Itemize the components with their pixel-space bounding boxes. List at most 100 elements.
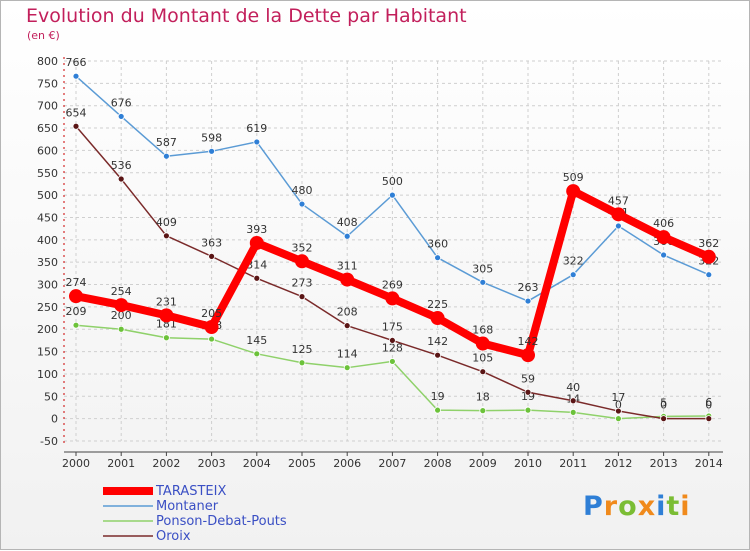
data-point [162, 334, 170, 342]
y-tick-label: 100 [37, 368, 58, 381]
data-label: 145 [246, 334, 267, 347]
data-label: 766 [66, 56, 87, 69]
data-point [701, 249, 716, 264]
y-tick-label: 700 [37, 100, 58, 113]
chart-unit-label: (en €) [27, 29, 60, 42]
data-point [611, 207, 626, 222]
data-point [660, 415, 667, 423]
data-point [569, 397, 577, 405]
data-label: 18 [476, 391, 490, 404]
data-label: 314 [246, 258, 267, 271]
data-label: 59 [521, 372, 535, 385]
data-label: 0 [615, 399, 622, 412]
data-label: 269 [382, 278, 403, 291]
data-point [569, 271, 577, 279]
data-point [479, 368, 487, 376]
data-point [656, 230, 671, 245]
y-tick-label: 800 [37, 55, 58, 68]
data-label: 200 [111, 309, 132, 322]
x-tick-label: 2005 [288, 457, 316, 470]
data-point [385, 291, 400, 306]
data-point [208, 147, 216, 155]
data-point [705, 415, 713, 423]
data-point [298, 293, 306, 301]
data-label: 598 [201, 131, 222, 144]
data-point [434, 351, 442, 359]
data-point [72, 321, 80, 329]
data-label: 254 [111, 285, 132, 298]
data-point [208, 335, 216, 343]
y-tick-label: 450 [37, 211, 58, 224]
data-label: 587 [156, 136, 177, 149]
data-point [343, 322, 351, 330]
data-label: 5 [660, 396, 667, 409]
data-point [340, 272, 355, 287]
chart-title: Evolution du Montant de la Dette par Hab… [26, 5, 467, 27]
x-tick-label: 2012 [604, 457, 632, 470]
data-label: 142 [427, 335, 448, 348]
data-label: 619 [246, 122, 267, 135]
data-label: 408 [337, 216, 358, 229]
data-label: 6 [705, 396, 712, 409]
x-tick-label: 2004 [243, 457, 271, 470]
data-point [615, 407, 622, 415]
data-label: 128 [382, 341, 403, 354]
legend-label: Oroix [156, 529, 191, 544]
data-label: 19 [431, 390, 445, 403]
data-point [569, 408, 577, 416]
legend-label: Ponson-Debat-Pouts [156, 514, 287, 529]
data-point [162, 152, 170, 160]
data-point [615, 415, 622, 423]
data-point [388, 358, 396, 365]
data-label: 409 [156, 216, 177, 229]
y-tick-label: 0 [51, 413, 58, 426]
data-point [479, 278, 487, 286]
data-label: 322 [563, 255, 584, 268]
data-label: 17 [611, 391, 625, 404]
x-tick-label: 2010 [514, 457, 542, 470]
data-label: 181 [156, 318, 177, 331]
data-label: 360 [427, 238, 448, 251]
data-label: 363 [201, 236, 222, 249]
data-point [114, 298, 129, 313]
data-point [72, 122, 80, 130]
data-label: 274 [66, 276, 87, 289]
data-label: 509 [563, 171, 584, 184]
y-tick-label: 400 [37, 234, 58, 247]
data-point [204, 320, 219, 334]
data-point [162, 232, 170, 240]
data-point [434, 254, 442, 262]
data-label: 480 [292, 184, 313, 197]
data-label: 676 [111, 96, 132, 109]
data-point [524, 406, 532, 414]
data-point [521, 348, 535, 363]
data-point [249, 235, 264, 250]
data-point [566, 184, 581, 199]
y-tick-label: 150 [37, 346, 58, 359]
data-label: 352 [292, 241, 313, 254]
data-point [705, 271, 713, 279]
data-point [479, 407, 487, 415]
data-point [388, 337, 396, 344]
x-tick-label: 2006 [333, 457, 361, 470]
data-label: 125 [292, 343, 313, 356]
data-point [253, 138, 261, 146]
x-tick-label: 2007 [378, 457, 406, 470]
data-point [69, 289, 83, 304]
data-label: 305 [472, 262, 493, 275]
legend-label: TARASTEIX [155, 484, 226, 499]
data-point [524, 297, 532, 305]
x-tick-label: 2001 [107, 457, 135, 470]
data-point [388, 191, 396, 199]
data-point [524, 388, 532, 396]
data-point [430, 311, 445, 326]
y-tick-label: 750 [37, 77, 58, 90]
data-point [298, 359, 306, 367]
data-label: 114 [337, 348, 358, 361]
data-label: 273 [292, 277, 313, 290]
y-tick-label: 350 [37, 256, 58, 269]
data-label: 362 [698, 237, 719, 250]
data-label: 406 [653, 217, 674, 230]
data-label: 105 [472, 352, 493, 365]
